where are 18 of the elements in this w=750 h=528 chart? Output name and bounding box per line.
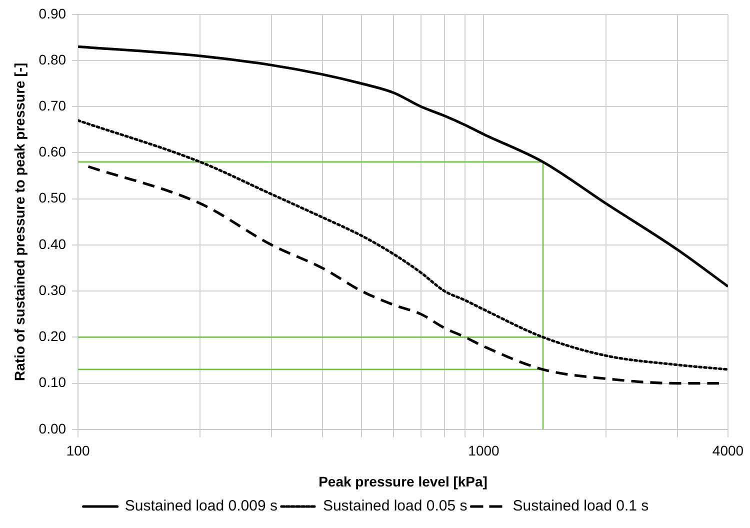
- y-axis-title: Ratio of sustained pressure to peak pressure [-]: [11, 62, 28, 381]
- y-tick-label: 0.60: [38, 144, 66, 160]
- x-tick-label: 1000: [468, 442, 500, 459]
- x-axis-title: Peak pressure level [kPa]: [318, 473, 488, 490]
- y-tick-label: 0.70: [38, 97, 66, 114]
- x-tick-label: 4000: [712, 442, 744, 459]
- y-tick-label: 0.50: [38, 190, 66, 206]
- y-tick-label: 0.20: [38, 328, 66, 344]
- legend-label: Sustained load 0.05 s: [322, 498, 468, 515]
- y-tick-label: 0.00: [38, 420, 66, 436]
- y-tick-label: 0.10: [38, 374, 66, 390]
- y-tick-label: 0.30: [38, 282, 66, 298]
- legend-label: Sustained load 0.1 s: [512, 498, 649, 515]
- y-tick-label: 0.90: [38, 5, 66, 22]
- legend-label: Sustained load 0.009 s: [124, 498, 278, 515]
- y-tick-label: 0.40: [38, 236, 66, 252]
- x-tick-label: 100: [66, 442, 90, 459]
- y-tick-label: 0.80: [38, 51, 66, 68]
